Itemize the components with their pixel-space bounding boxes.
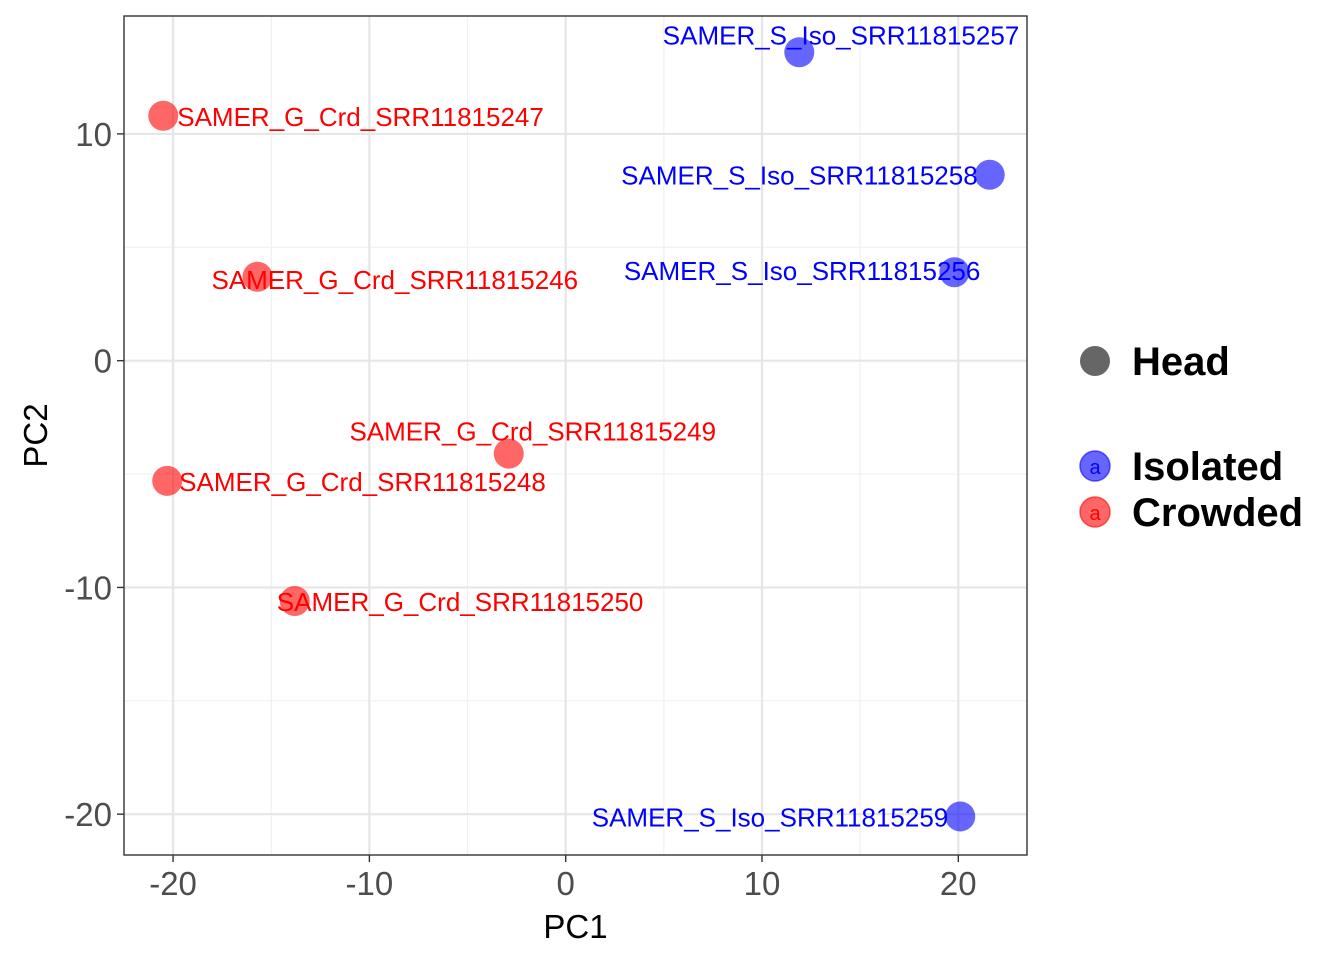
point-label: SAMER_G_Crd_SRR11815250 (277, 587, 644, 617)
point-labels: SAMER_S_Iso_SRR11815257 SAMER_S_Iso_SRR11… (177, 20, 1019, 832)
point-label: SAMER_G_Crd_SRR11815248 (179, 467, 546, 497)
legend-key-glyph-isolated: a (1089, 457, 1101, 479)
x-tick-label: 20 (940, 865, 977, 902)
legend-key-isolated (1079, 450, 1111, 482)
point-label: SAMER_S_Iso_SRR11815259 (592, 802, 949, 832)
legend-item-isolated: Isolated (1132, 445, 1283, 489)
x-axis-ticks: -20 -10 0 10 20 (149, 855, 977, 902)
legend: Head a Isolated a Crowded (1079, 340, 1303, 535)
data-points (148, 37, 1005, 832)
x-tick-label: 10 (744, 865, 781, 902)
data-point (242, 261, 273, 292)
data-point (784, 37, 815, 68)
y-tick-label: 0 (94, 343, 112, 380)
data-point (279, 586, 310, 617)
y-tick-label: -10 (64, 569, 112, 606)
data-point (493, 438, 524, 469)
point-label: SAMER_S_Iso_SRR11815256 (624, 256, 981, 286)
major-gridlines (124, 16, 1027, 855)
data-point (152, 465, 183, 496)
legend-key-glyph-crowded: a (1089, 503, 1101, 525)
data-point (974, 159, 1005, 190)
point-label: SAMER_G_Crd_SRR11815249 (349, 417, 716, 447)
x-tick-label: -20 (149, 865, 197, 902)
legend-item-crowded: Crowded (1132, 491, 1303, 535)
point-label: SAMER_G_Crd_SRR11815247 (177, 102, 544, 132)
minor-gridlines (124, 16, 1027, 855)
x-tick-label: 0 (557, 865, 575, 902)
point-label: SAMER_S_Iso_SRR11815258 (621, 161, 978, 191)
data-point (939, 257, 970, 288)
plot-panel-border (123, 15, 1028, 856)
x-tick-label: -10 (346, 865, 394, 902)
y-axis-ticks: -20 -10 0 10 (64, 116, 124, 833)
legend-key-crowded (1079, 496, 1111, 528)
legend-shape-key-circle (1080, 346, 1110, 376)
y-tick-label: 10 (75, 116, 112, 153)
x-axis-title: PC1 (543, 908, 607, 945)
y-axis-title: PC2 (17, 403, 54, 467)
legend-item-head: Head (1132, 340, 1230, 384)
point-label: SAMER_S_Iso_SRR11815257 (663, 20, 1020, 50)
y-tick-label: -20 (64, 796, 112, 833)
data-point (148, 100, 179, 131)
point-label: SAMER_G_Crd_SRR11815246 (211, 265, 578, 295)
data-point (945, 801, 976, 832)
